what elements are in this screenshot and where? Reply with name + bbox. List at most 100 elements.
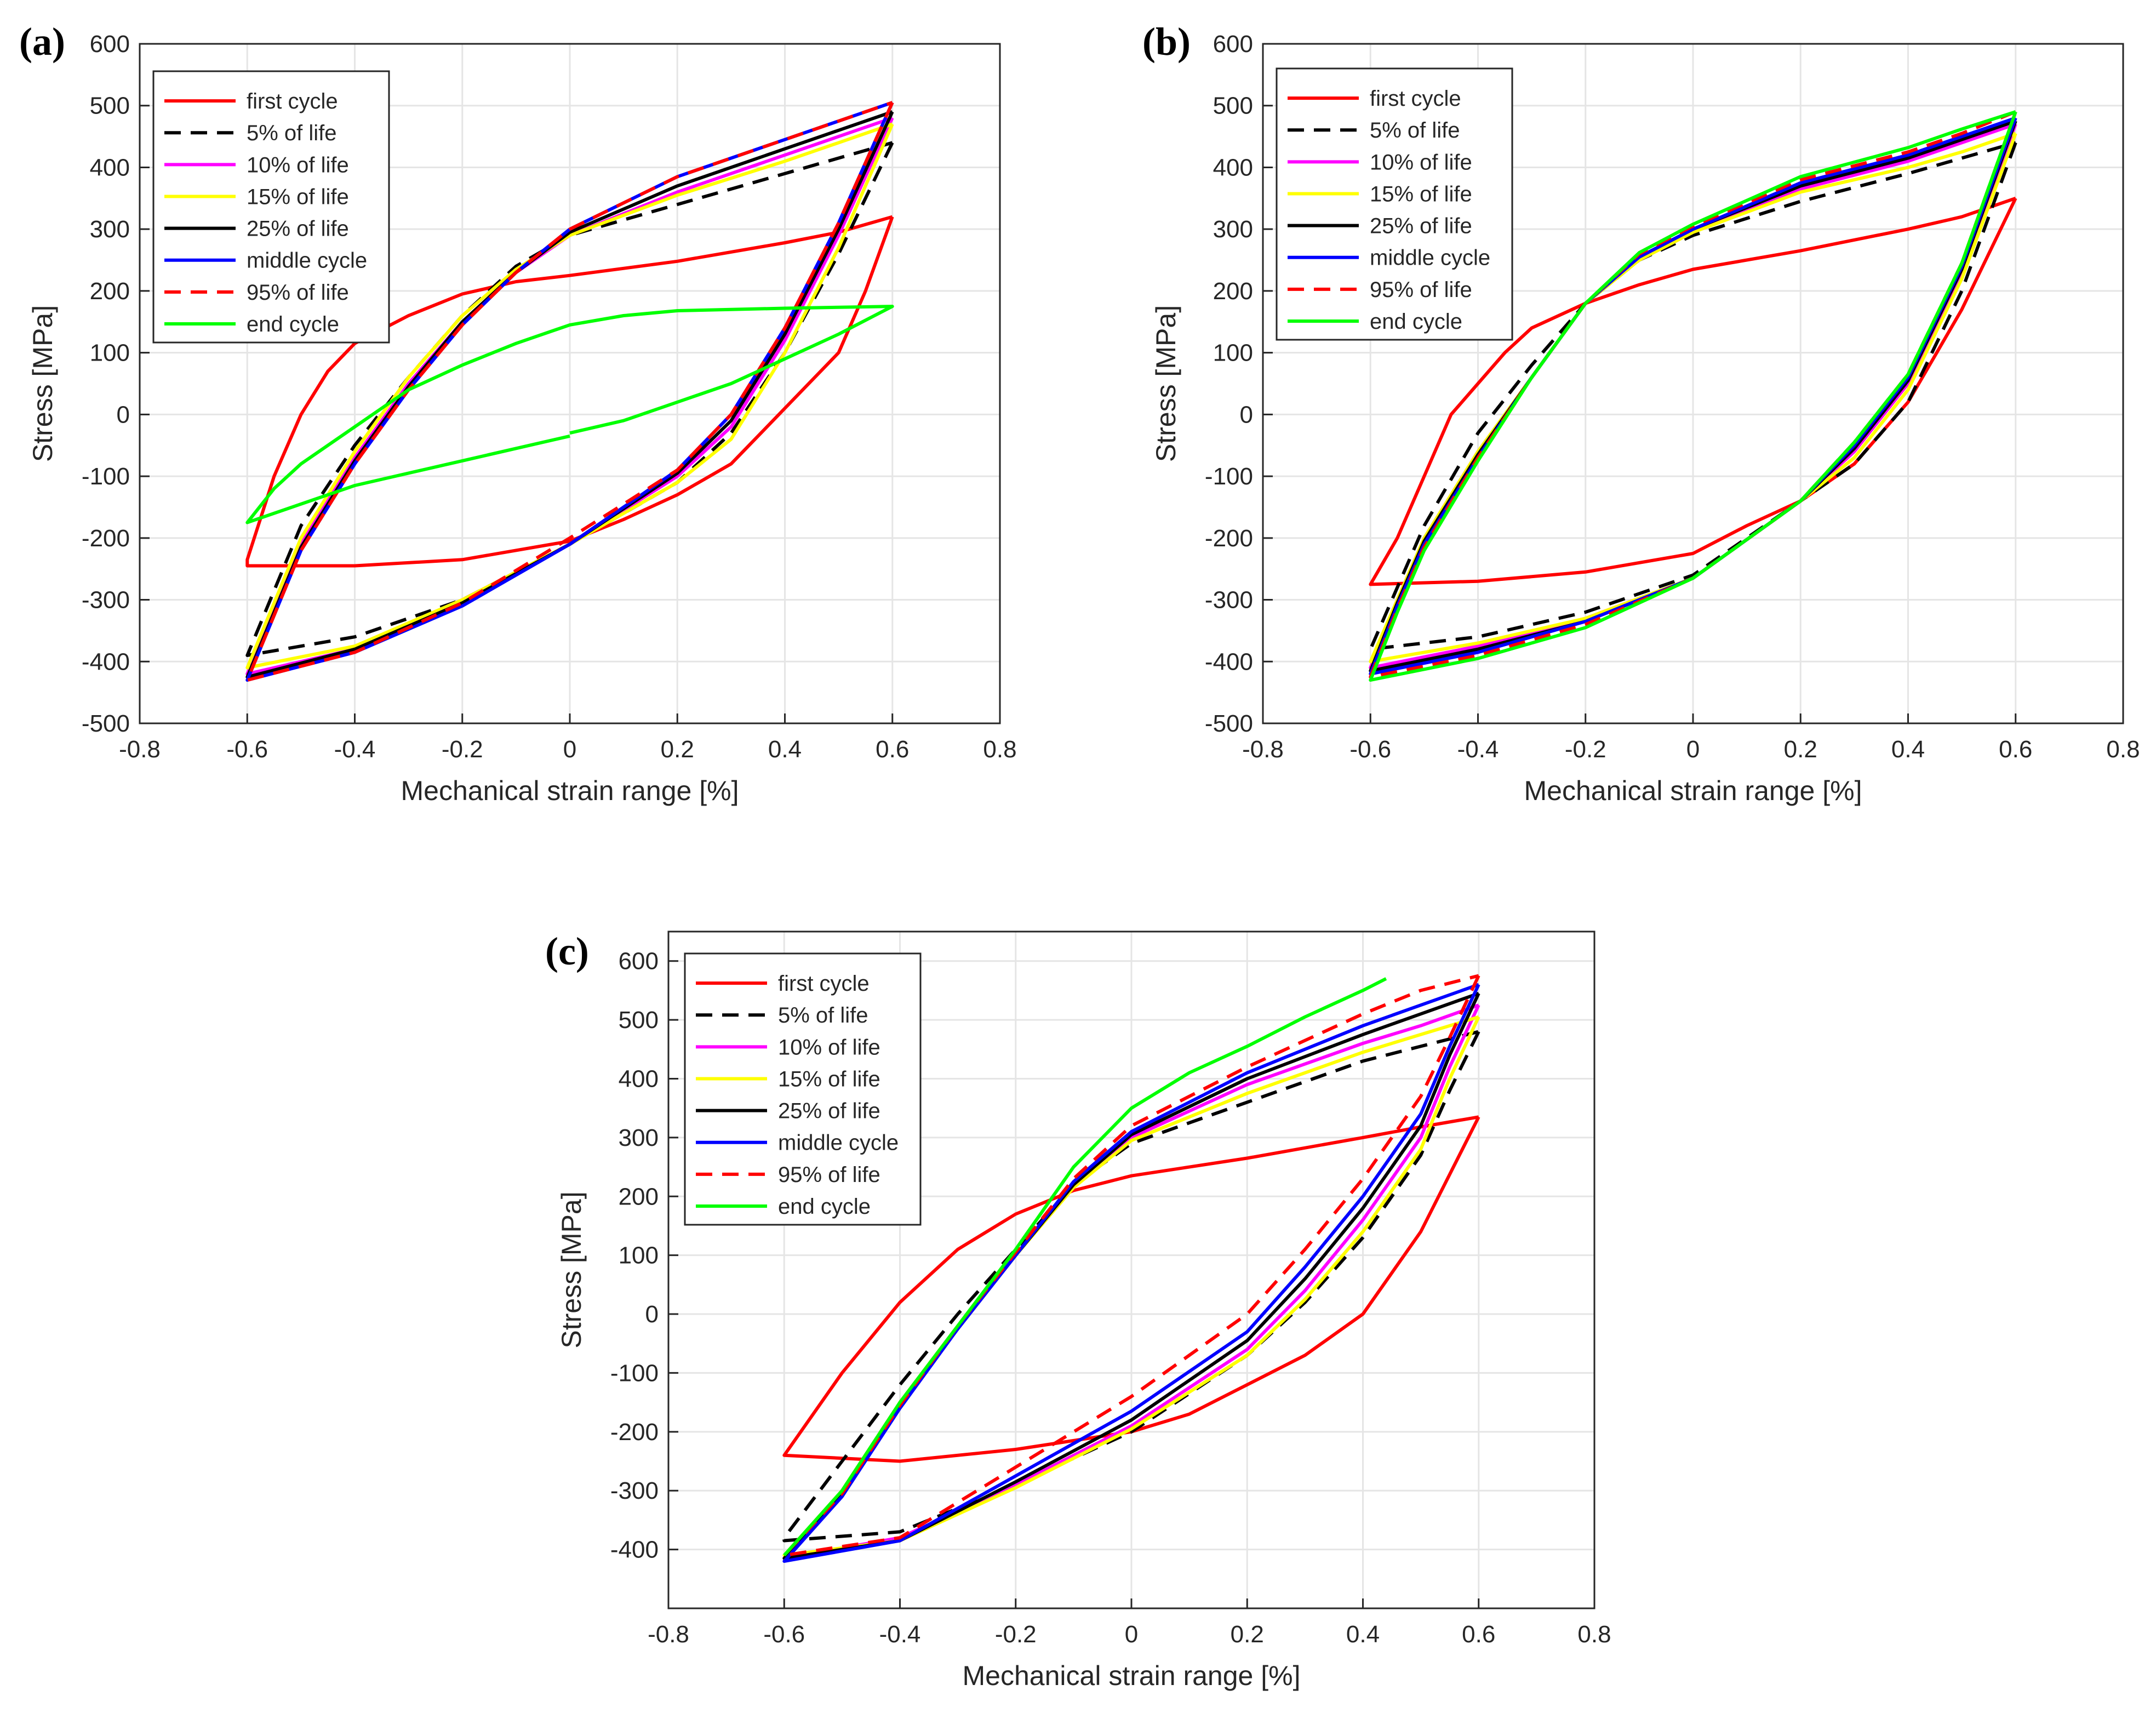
legend-entry: 95% of life: [1370, 278, 1472, 302]
x-tick-label: 0.2: [1784, 736, 1817, 763]
y-tick-label: -100: [82, 463, 130, 490]
x-tick-label: -0.6: [763, 1621, 805, 1648]
chart-panel: -0.8 -0.6 -0.4 -0.2 0 0.2 0.4 0.6 0.8 -400 -300 -20…: [545, 929, 1611, 1691]
legend-entry: 5% of life: [1370, 118, 1460, 142]
tick-labels: -0.8 -0.6 -0.4 -0.2 0 0.2 0.4 0.6 0.8 -500 -400 -30…: [1205, 31, 2140, 763]
x-tick-label: 0.6: [1999, 736, 2032, 763]
y-tick-label: 600: [619, 948, 659, 975]
y-tick-label: 400: [619, 1065, 659, 1092]
legend-entry: 95% of life: [778, 1163, 880, 1187]
x-tick-label: -0.4: [334, 736, 376, 763]
y-tick-label: -100: [610, 1360, 659, 1386]
legend-entry: 5% of life: [778, 1003, 868, 1027]
y-tick-label: -300: [610, 1477, 659, 1504]
legend-entry: 5% of life: [247, 121, 337, 145]
panel-label: (b): [1142, 20, 1191, 64]
series-line-5-of-life: [782, 1030, 1480, 1543]
legend-entry: middle cycle: [778, 1131, 899, 1155]
series-line-25-of-life: [245, 110, 894, 679]
chart-panel: -0.8 -0.6 -0.4 -0.2 0 0.2 0.4 0.6 0.8 -500 -400 -30…: [1142, 20, 2140, 806]
x-tick-label: -0.6: [1349, 736, 1391, 763]
y-tick-label: -200: [610, 1419, 659, 1446]
legend-entry: end cycle: [1370, 310, 1462, 334]
series-line-middle-cycle: [782, 983, 1480, 1563]
x-tick-label: 0.8: [2106, 736, 2140, 763]
legend-entry: 15% of life: [1370, 182, 1472, 206]
series-group: [1369, 110, 2017, 682]
y-tick-label: -400: [82, 648, 130, 675]
y-tick-label: -300: [1205, 587, 1253, 614]
x-tick-label: 0.2: [661, 736, 694, 763]
legend-entry: middle cycle: [247, 249, 367, 273]
x-tick-label: 0: [1686, 736, 1700, 763]
legend-entry: 10% of life: [247, 153, 349, 177]
x-tick-label: 0.6: [876, 736, 909, 763]
y-tick-label: 400: [90, 154, 130, 181]
y-tick-label: 100: [90, 340, 130, 367]
legend: first cycle 5% of life 10% of life 15% of l…: [1276, 67, 1513, 341]
legend-box: [152, 70, 390, 344]
y-tick-label: 0: [117, 401, 130, 428]
y-axis-label: Stress [MPa]: [1151, 305, 1181, 462]
legend-entry: 15% of life: [778, 1067, 880, 1091]
y-tick-label: 300: [90, 216, 130, 243]
y-tick-label: -200: [82, 525, 130, 552]
series-line-15-of-life: [245, 122, 894, 670]
series-line-end-cycle: [783, 977, 1387, 1557]
tick-labels: -0.8 -0.6 -0.4 -0.2 0 0.2 0.4 0.6 0.8 -400 -300 -20…: [610, 948, 1611, 1648]
y-tick-label: 500: [619, 1007, 659, 1033]
y-tick-label: -300: [82, 587, 130, 614]
series-line-first-cycle: [782, 1115, 1480, 1463]
y-tick-label: 400: [1213, 154, 1253, 181]
x-tick-label: -0.8: [1242, 736, 1284, 763]
x-tick-label: 0.4: [768, 736, 802, 763]
x-tick-label: 0.4: [1891, 736, 1925, 763]
legend-entry: first cycle: [1370, 87, 1461, 111]
legend-entry: 25% of life: [778, 1099, 880, 1123]
legend-entry: 95% of life: [247, 281, 349, 305]
y-tick-label: 100: [619, 1242, 659, 1269]
y-tick-label: -100: [1205, 463, 1253, 490]
y-tick-label: 200: [90, 278, 130, 305]
y-tick-label: 200: [1213, 278, 1253, 305]
y-tick-label: 0: [1240, 401, 1253, 428]
tick-labels: -0.8 -0.6 -0.4 -0.2 0 0.2 0.4 0.6 0.8 -500 -400 -30…: [82, 31, 1017, 763]
x-axis-label: Mechanical strain range [%]: [401, 775, 739, 806]
legend: first cycle 5% of life 10% of life 15% of l…: [152, 70, 390, 344]
legend-entry: 15% of life: [247, 185, 349, 209]
legend-entry: middle cycle: [1370, 246, 1490, 270]
legend-entry: first cycle: [247, 89, 338, 113]
panel-label: (a): [19, 20, 65, 64]
panel-label: (c): [545, 929, 589, 973]
y-tick-label: -500: [1205, 710, 1253, 737]
series-line-end-cycle: [245, 305, 894, 524]
y-axis-label: Stress [MPa]: [556, 1191, 587, 1348]
x-tick-label: -0.2: [995, 1621, 1037, 1648]
series-group: [245, 101, 894, 682]
y-tick-label: 0: [645, 1301, 659, 1328]
x-tick-label: -0.8: [119, 736, 161, 763]
series-line-5-of-life: [1369, 141, 2017, 651]
x-tick-label: -0.4: [879, 1621, 921, 1648]
x-axis-label: Mechanical strain range [%]: [963, 1660, 1301, 1691]
x-tick-label: 0.2: [1231, 1621, 1264, 1648]
y-tick-label: 300: [1213, 216, 1253, 243]
legend-box: [684, 952, 922, 1226]
x-tick-label: -0.6: [226, 736, 268, 763]
x-tick-label: 0.8: [983, 736, 1016, 763]
series-line-95-of-life: [245, 101, 894, 682]
y-tick-label: -500: [82, 710, 130, 737]
y-tick-label: -400: [1205, 648, 1253, 675]
legend-entry: first cycle: [778, 972, 870, 996]
x-axis-label: Mechanical strain range [%]: [1524, 775, 1862, 806]
chart-panel: -0.8 -0.6 -0.4 -0.2 0 0.2 0.4 0.6 0.8 -500 -400 -30…: [19, 20, 1017, 806]
y-axis-label: Stress [MPa]: [27, 305, 58, 462]
x-tick-label: -0.2: [442, 736, 483, 763]
x-tick-label: 0: [1125, 1621, 1138, 1648]
y-tick-label: 600: [1213, 31, 1253, 58]
x-tick-label: 0: [563, 736, 576, 763]
y-tick-label: 600: [90, 31, 130, 58]
series-group: [782, 974, 1480, 1563]
legend-entry: 25% of life: [247, 217, 349, 241]
